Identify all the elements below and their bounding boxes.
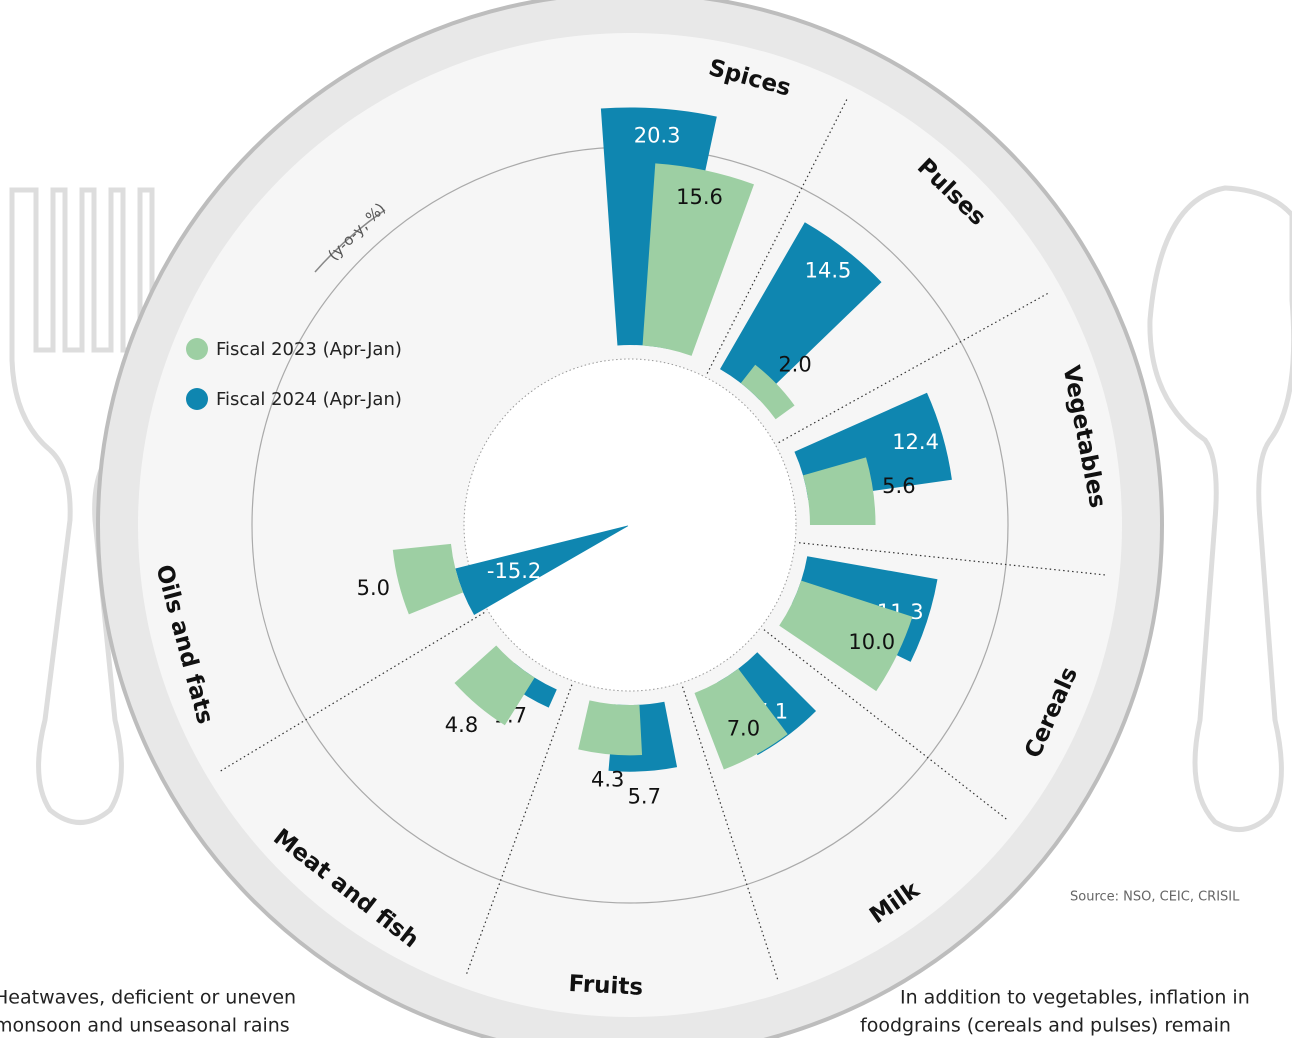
value-label: 10.0 xyxy=(848,630,895,654)
value-label: 5.7 xyxy=(628,784,661,808)
value-label: 4.8 xyxy=(445,713,478,737)
bar xyxy=(642,163,754,356)
bar xyxy=(740,364,795,420)
bar xyxy=(720,222,882,400)
value-label: 5.0 xyxy=(357,576,390,600)
bar xyxy=(455,525,629,615)
legend-swatch xyxy=(186,338,208,360)
note: monsoon and unseasonal rains xyxy=(0,1015,290,1037)
value-label: 5.6 xyxy=(882,474,915,498)
spoon-icon xyxy=(1147,185,1292,833)
inner-circle xyxy=(463,358,797,692)
bar xyxy=(454,645,535,726)
bar xyxy=(803,457,876,525)
value-label: 15.6 xyxy=(676,185,723,209)
bar xyxy=(694,668,788,770)
legend-swatch xyxy=(186,388,208,410)
value-label: 12.4 xyxy=(892,430,939,454)
note: Heatwaves, deficient or uneven xyxy=(0,987,296,1009)
legend-label: Fiscal 2024 (Apr-Jan) xyxy=(216,389,402,410)
value-label: 20.3 xyxy=(634,123,681,147)
bar xyxy=(779,580,913,692)
value-label: 7.0 xyxy=(727,717,760,741)
value-label: 14.5 xyxy=(805,259,852,283)
value-label: 2.0 xyxy=(778,353,811,377)
legend-label: Fiscal 2023 (Apr-Jan) xyxy=(216,339,402,360)
bar xyxy=(578,700,643,756)
category-label: Fruits xyxy=(568,971,644,1001)
source: Source: NSO, CEIC, CRISIL xyxy=(1070,890,1240,905)
fork-icon xyxy=(9,187,155,825)
note: foodgrains (cereals and pulses) remain xyxy=(860,1015,1231,1037)
value-label: -15.2 xyxy=(487,559,541,583)
bar xyxy=(392,543,464,615)
annotation-arc xyxy=(314,209,386,273)
note: In addition to vegetables, inflation in xyxy=(900,987,1250,1009)
value-label: 4.3 xyxy=(591,767,624,791)
